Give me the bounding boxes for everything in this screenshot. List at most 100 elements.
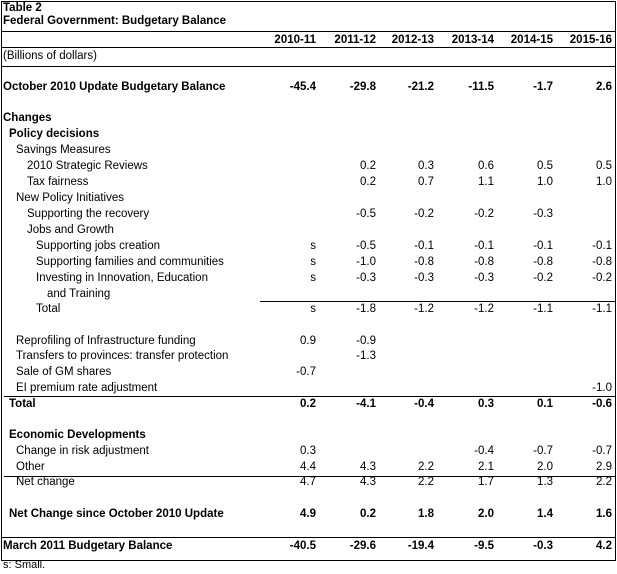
value-cell [438, 366, 494, 379]
value-cell [438, 350, 494, 363]
column-header: 2011-12 [334, 34, 376, 46]
value-cell: -40.5 [289, 540, 316, 552]
row-label: Other [16, 461, 45, 473]
value-cell: -29.6 [349, 540, 376, 552]
row-label: Sale of GM shares [16, 366, 112, 378]
row-label: Net Change since October 2010 Update [9, 508, 224, 520]
value-cell: -21.2 [407, 81, 434, 93]
value-cell: -4.1 [356, 398, 376, 410]
value-cell: -0.2 [592, 272, 612, 284]
value-cell: -0.1 [474, 240, 494, 252]
value-cell: 1.1 [478, 176, 494, 188]
row-label: Supporting families and communities [36, 256, 224, 268]
value-cell: 0.2 [300, 398, 316, 410]
value-cell [378, 335, 434, 348]
table-frame [1, 1, 616, 561]
row-label: Change in risk adjustment [16, 445, 149, 457]
value-cell [378, 366, 434, 379]
value-cell: -0.3 [533, 208, 553, 220]
value-cell [378, 350, 434, 363]
value-cell: -0.7 [296, 366, 316, 378]
column-header: 2014-15 [510, 34, 553, 46]
value-cell: -1.1 [533, 303, 553, 315]
row-label: Total [9, 398, 36, 410]
column-header: 2010-11 [274, 34, 316, 46]
value-cell: -1.1 [592, 303, 612, 315]
value-cell [378, 382, 434, 395]
value-cell [497, 350, 553, 363]
value-cell: 4.9 [300, 508, 316, 520]
value-cell [556, 366, 612, 379]
value-cell: -0.8 [414, 256, 434, 268]
value-cell: -29.8 [349, 81, 376, 93]
value-cell: -0.9 [356, 335, 376, 347]
value-cell: 1.0 [537, 176, 553, 188]
value-cell: -0.3 [356, 272, 376, 284]
value-cell [497, 382, 553, 395]
value-cell: 0.9 [300, 335, 316, 347]
value-cell: 2.9 [596, 461, 612, 473]
value-cell: 4.2 [596, 540, 612, 552]
value-cell [260, 176, 316, 189]
value-cell: 0.5 [537, 160, 553, 172]
value-cell: 0.3 [478, 398, 494, 410]
value-cell: -0.5 [356, 208, 376, 220]
value-cell: 1.8 [418, 508, 434, 520]
value-cell: -0.8 [533, 256, 553, 268]
row-label: Supporting jobs creation [36, 240, 161, 252]
value-cell: -19.4 [407, 540, 434, 552]
value-cell: 2.1 [478, 461, 494, 473]
value-cell: -11.5 [468, 81, 494, 93]
value-cell [260, 208, 316, 221]
value-cell: 1.3 [537, 476, 553, 488]
column-header: 2012-13 [391, 34, 434, 46]
value-cell: 1.4 [537, 508, 553, 520]
value-cell: 4.3 [360, 461, 376, 473]
value-cell [320, 366, 376, 379]
value-cell: -1.7 [533, 81, 553, 93]
value-cell: 0.2 [360, 160, 376, 172]
value-cell: -0.4 [474, 445, 494, 457]
row-label: Jobs and Growth [27, 224, 114, 236]
value-cell: 1.6 [596, 508, 612, 520]
value-cell [497, 366, 553, 379]
final-rule [1, 537, 615, 538]
value-cell: -0.8 [474, 256, 494, 268]
value-cell: 0.3 [300, 445, 316, 457]
value-cell: -0.2 [533, 272, 553, 284]
subtotal-rule [260, 301, 615, 302]
value-cell: -0.1 [592, 240, 612, 252]
value-cell: -0.3 [474, 272, 494, 284]
row-label: October 2010 Update Budgetary Balance [3, 81, 226, 93]
title-rule [1, 31, 615, 32]
row-label: Net change [16, 476, 75, 488]
value-cell [556, 335, 612, 348]
value-cell: -0.7 [533, 445, 553, 457]
row-label: EI premium rate adjustment [16, 382, 158, 394]
net-change-rule [4, 476, 615, 477]
row-label: 2010 Strategic Reviews [27, 160, 148, 172]
row-label: and Training [47, 288, 111, 300]
value-cell: 4.4 [300, 461, 316, 473]
value-cell: -1.2 [414, 303, 434, 315]
value-cell: -0.2 [414, 208, 434, 220]
value-cell: s [310, 256, 316, 268]
value-cell: -0.7 [592, 445, 612, 457]
value-cell: 4.3 [360, 476, 376, 488]
value-cell: -9.5 [474, 540, 494, 552]
units-rule [1, 66, 615, 67]
value-cell: -1.2 [474, 303, 494, 315]
value-cell: s [310, 272, 316, 284]
value-cell: 1.7 [478, 476, 494, 488]
value-cell [438, 382, 494, 395]
value-cell [556, 350, 612, 363]
value-cell [320, 445, 376, 458]
value-cell: -45.4 [289, 81, 316, 93]
row-label: New Policy Initiatives [16, 192, 125, 204]
value-cell: 2.0 [478, 508, 494, 520]
table-label: Table 2 [3, 2, 42, 14]
footnote: s: Small. [3, 559, 46, 571]
table-title: Federal Government: Budgetary Balance [3, 15, 227, 27]
column-header: 2013-14 [451, 34, 494, 46]
value-cell: -1.0 [592, 382, 612, 394]
